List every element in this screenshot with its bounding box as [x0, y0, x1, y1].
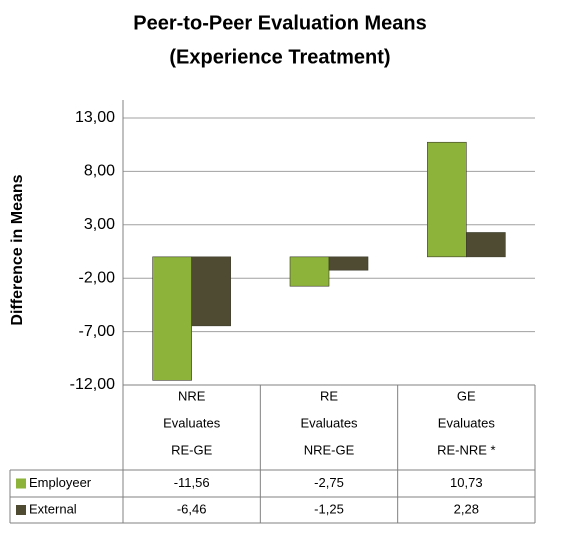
legend-swatch: [16, 478, 26, 489]
bar: [328, 256, 369, 271]
data-label: 10,73: [450, 475, 483, 490]
bar: [191, 256, 231, 327]
x-tick-label: Evaluates: [300, 415, 358, 430]
x-tick-label: Evaluates: [438, 415, 496, 430]
bar: [289, 256, 330, 287]
x-tick-label: Evaluates: [163, 415, 221, 430]
bar: [152, 256, 192, 381]
x-tick-label: NRE-GE: [304, 442, 355, 457]
y-tick-label: 8,00: [84, 163, 115, 180]
x-tick-label: RE-NRE *: [437, 442, 496, 457]
data-label: -1,25: [314, 501, 344, 516]
y-tick-label: 3,00: [84, 216, 115, 233]
y-tick-label: -7,00: [79, 323, 116, 340]
chart-title: (Experience Treatment): [169, 46, 390, 68]
data-label: -2,75: [314, 475, 344, 490]
y-axis-label: Difference in Means: [9, 174, 26, 325]
y-tick-label: -2,00: [79, 269, 116, 286]
legend-label: Employeer: [29, 475, 92, 490]
x-tick-label: RE: [320, 388, 338, 403]
x-tick-label: GE: [457, 388, 476, 403]
x-tick-label: NRE: [178, 388, 206, 403]
data-label: -11,56: [174, 475, 210, 490]
bar: [427, 141, 467, 258]
y-tick-label: -12,00: [70, 376, 115, 393]
data-label: -6,46: [177, 501, 207, 516]
data-label: 2,28: [454, 501, 479, 516]
legend-label: External: [29, 501, 77, 516]
y-tick-label: 13,00: [75, 109, 115, 126]
chart-title: Peer-to-Peer Evaluation Means: [133, 12, 426, 34]
x-tick-label: RE-GE: [171, 442, 213, 457]
legend-swatch: [16, 505, 26, 515]
bar: [466, 232, 506, 258]
